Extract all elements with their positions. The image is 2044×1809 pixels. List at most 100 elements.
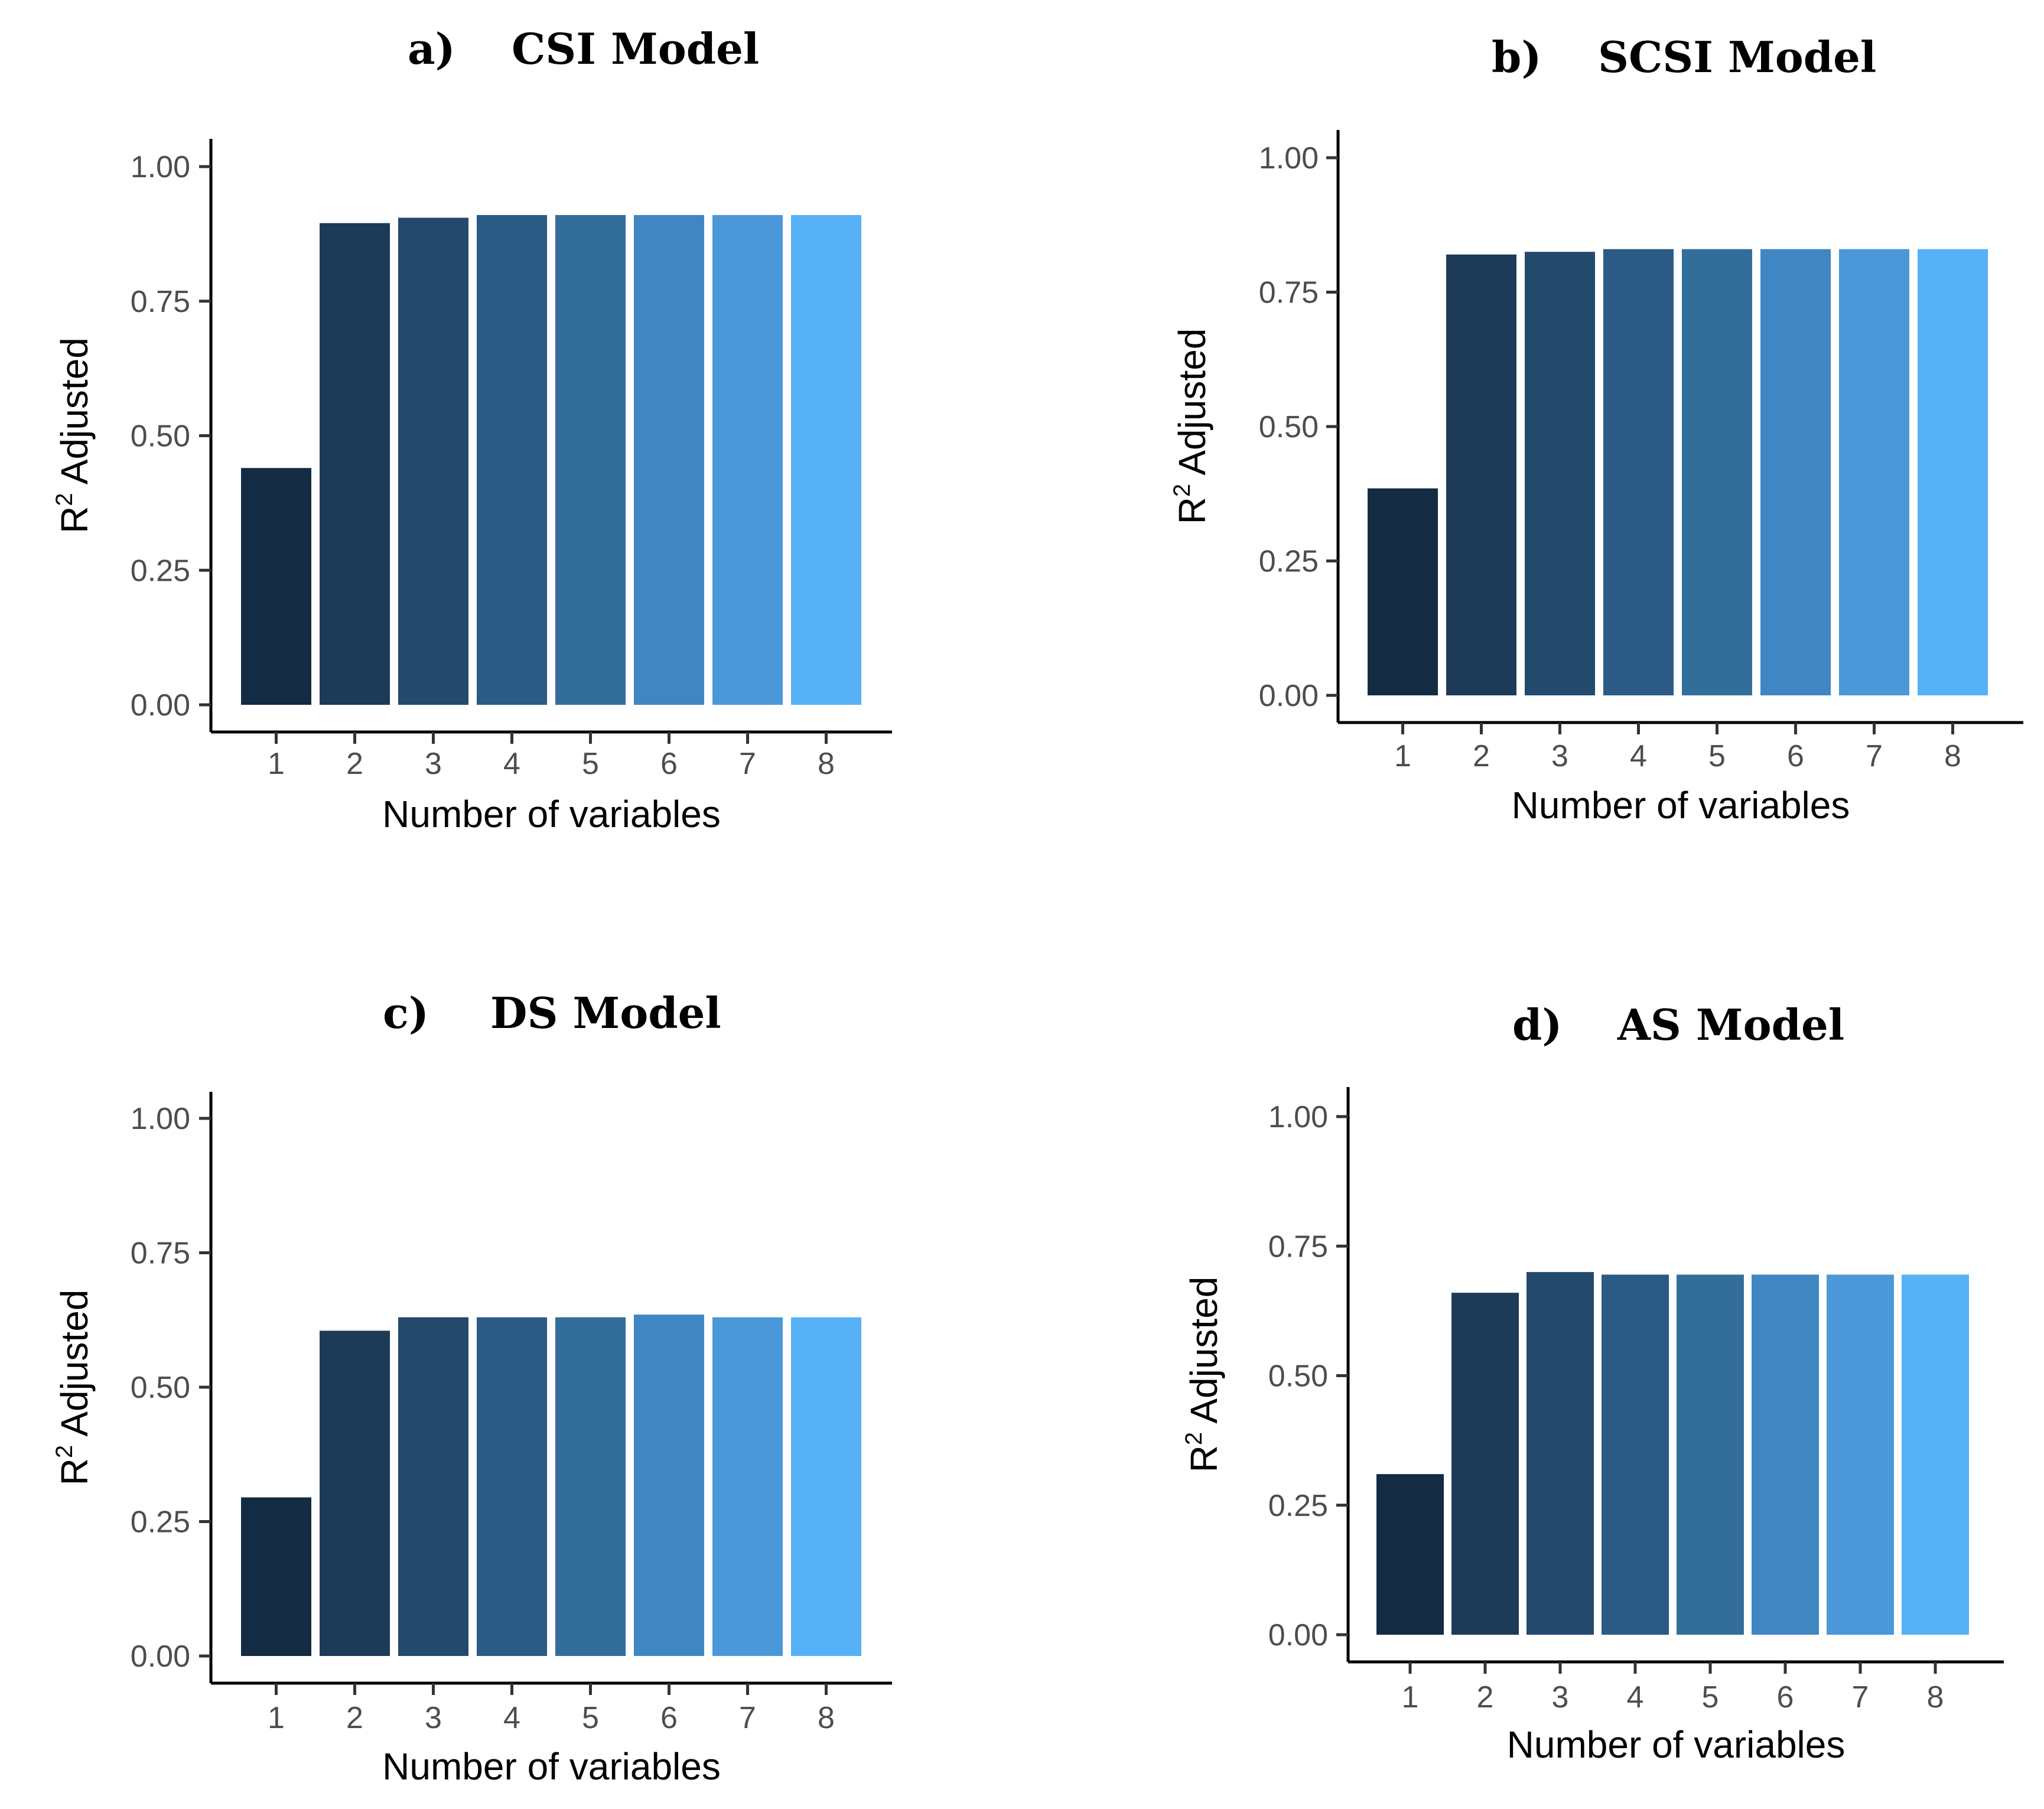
x-tick-label: 3	[425, 747, 442, 781]
bar-2	[1446, 254, 1516, 695]
y-axis-title: R2 Adjusted	[1169, 328, 1213, 525]
y-axis-title-superscript: 2	[51, 1445, 77, 1458]
y-tick-label: 0.00	[131, 1639, 190, 1674]
x-tick-label: 7	[739, 747, 756, 781]
chart-title: CSI Model	[512, 24, 759, 74]
x-tick-label: 5	[582, 747, 599, 781]
bar-3	[398, 1317, 468, 1656]
bar-8	[791, 214, 861, 705]
y-axis-title-superscript: 2	[51, 493, 77, 506]
bar-7	[1827, 1274, 1894, 1635]
chart-panel-2: b) SCSI Model 0.00 0.25 0.50 0.75 1.00 1 2 3 4 5 6 7 8…	[1169, 32, 2023, 827]
x-tick-label: 7	[1866, 739, 1883, 773]
x-tick-label: 8	[818, 747, 835, 781]
bar-8	[791, 1317, 861, 1656]
x-tick-label: 7	[1852, 1680, 1869, 1714]
x-tick-label: 5	[1702, 1680, 1719, 1714]
y-axis-title-rest: Adjusted	[53, 337, 96, 493]
bar-4	[1602, 1274, 1669, 1635]
x-tick-label: 4	[1627, 1680, 1644, 1714]
x-tick-label: 5	[582, 1701, 599, 1735]
y-axis-title: R2 Adjusted	[1181, 1277, 1225, 1473]
y-tick-label: 0.75	[131, 285, 190, 319]
y-tick-label: 0.25	[131, 1505, 190, 1540]
y-tick-label: 1.00	[1259, 141, 1319, 175]
y-tick-label: 0.00	[131, 688, 190, 723]
x-tick-label: 8	[818, 1701, 835, 1735]
bar-2	[320, 1330, 390, 1656]
chart-panel-3: c) DS Model 0.00 0.25 0.50 0.75 1.00 1 2 3 4 5 6 7 8 Nu…	[51, 988, 892, 1788]
bar-6	[1760, 249, 1831, 695]
y-axis-title-base: R	[53, 1458, 96, 1485]
y-tick-label: 0.00	[1268, 1618, 1328, 1652]
bar-2	[1451, 1293, 1519, 1635]
chart-title: SCSI Model	[1598, 32, 1876, 82]
x-tick-label: 3	[1551, 739, 1568, 773]
y-axis-title-rest: Adjusted	[1183, 1277, 1225, 1432]
y-axis-title-superscript: 2	[1181, 1432, 1207, 1445]
x-tick-label: 6	[660, 1701, 678, 1735]
y-tick-label: 0.50	[1268, 1359, 1328, 1394]
chart-title: DS Model	[490, 988, 721, 1038]
x-tick-label: 1	[268, 747, 285, 781]
x-axis-title: Number of variables	[1512, 784, 1850, 827]
bar-1	[1368, 488, 1438, 695]
x-axis-title: Number of variables	[382, 793, 721, 835]
y-tick-label: 0.25	[1268, 1489, 1328, 1523]
y-axis-title: R2 Adjusted	[51, 1290, 96, 1486]
chart-panel-4: d) AS Model 0.00 0.25 0.50 0.75 1.00 1 2 3 4 5 6 7 8 Nu…	[1181, 1000, 2004, 1766]
y-axis-title: R2 Adjusted	[51, 337, 96, 533]
x-tick-label: 2	[1473, 739, 1490, 773]
bar-1	[1376, 1474, 1444, 1635]
bar-6	[634, 214, 704, 705]
x-tick-label: 8	[1944, 739, 1961, 773]
y-axis-title-rest: Adjusted	[53, 1290, 96, 1445]
bar-2	[320, 223, 390, 705]
bar-4	[1603, 249, 1674, 695]
y-tick-label: 0.50	[131, 1371, 190, 1405]
bar-5	[1677, 1274, 1744, 1635]
bar-6	[1752, 1274, 1819, 1635]
x-tick-label: 6	[660, 747, 678, 781]
y-axis-title-superscript: 2	[1169, 484, 1195, 497]
y-tick-label: 0.75	[1268, 1229, 1328, 1264]
panel-letter: a)	[408, 24, 455, 74]
chart-title: AS Model	[1617, 1000, 1844, 1050]
x-tick-label: 2	[1477, 1680, 1494, 1714]
y-tick-label: 0.50	[1259, 410, 1319, 444]
y-axis-title-base: R	[53, 506, 96, 533]
x-tick-label: 2	[346, 747, 363, 781]
bar-7	[712, 1317, 783, 1656]
x-tick-label: 4	[503, 747, 520, 781]
x-tick-label: 1	[268, 1701, 285, 1735]
x-tick-label: 4	[503, 1701, 520, 1735]
bar-7	[1839, 249, 1909, 695]
x-tick-label: 3	[425, 1701, 442, 1735]
bar-8	[1918, 249, 1988, 695]
panel-letter: d)	[1512, 1000, 1562, 1050]
panel-letter: c)	[383, 988, 429, 1038]
bar-3	[1525, 252, 1595, 695]
bar-1	[241, 1497, 311, 1656]
bar-6	[634, 1315, 704, 1656]
y-axis-title-base: R	[1183, 1445, 1225, 1472]
bar-5	[1682, 249, 1752, 695]
x-tick-label: 8	[1927, 1680, 1944, 1714]
x-tick-label: 7	[739, 1701, 756, 1735]
x-tick-label: 6	[1777, 1680, 1794, 1714]
x-tick-label: 3	[1552, 1680, 1569, 1714]
y-tick-label: 0.75	[131, 1237, 190, 1271]
y-tick-label: 1.00	[131, 150, 190, 184]
x-axis-title: Number of variables	[1507, 1723, 1846, 1766]
y-tick-label: 0.50	[131, 419, 190, 454]
x-tick-label: 1	[1394, 739, 1411, 773]
bar-5	[555, 1317, 626, 1656]
chart-panel-1: a) CSI Model 0.00 0.25 0.50 0.75 1.00 1 2 3 4 5 6 7 8 N…	[51, 24, 892, 835]
y-tick-label: 0.00	[1259, 679, 1319, 713]
bar-5	[555, 214, 626, 705]
bar-4	[477, 214, 547, 705]
x-tick-label: 1	[1402, 1680, 1419, 1714]
x-axis-title: Number of variables	[382, 1745, 721, 1788]
x-tick-label: 4	[1630, 739, 1647, 773]
